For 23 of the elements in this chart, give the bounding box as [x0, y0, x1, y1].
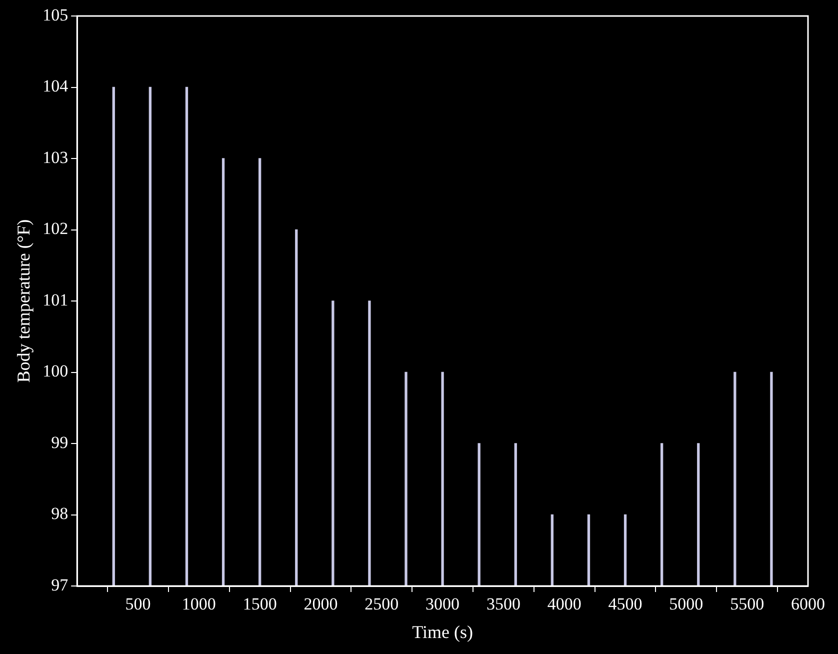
x-tick-label: 3500: [486, 594, 520, 614]
y-tick-label: 101: [42, 290, 68, 310]
x-tick-label: 5000: [669, 594, 704, 614]
y-tick-label: 105: [42, 5, 68, 24]
x-tick-label: 3000: [426, 594, 460, 614]
x-tick-label: 2500: [364, 594, 399, 614]
x-tick-label: 4000: [547, 594, 582, 614]
y-tick-label: 104: [42, 76, 69, 96]
x-axis-title: Time (s): [412, 622, 473, 642]
x-tick-label: 5500: [730, 594, 764, 614]
x-tick-label: 6000: [791, 594, 825, 614]
y-tick-label: 99: [51, 432, 68, 452]
x-tick-label: 500: [125, 594, 151, 614]
x-tick-label: 1000: [182, 594, 216, 614]
x-tick-label: 4500: [608, 594, 642, 614]
y-tick-label: 102: [42, 219, 68, 238]
y-tick-label: 98: [51, 504, 68, 524]
x-tick-label: 1500: [242, 594, 277, 614]
y-tick-label: 103: [42, 148, 68, 167]
y-tick-label: 97: [51, 575, 69, 594]
y-axis-title: Body temperature (°F): [14, 219, 34, 383]
x-tick-label: 2000: [304, 594, 338, 614]
y-tick-label: 100: [42, 362, 68, 381]
